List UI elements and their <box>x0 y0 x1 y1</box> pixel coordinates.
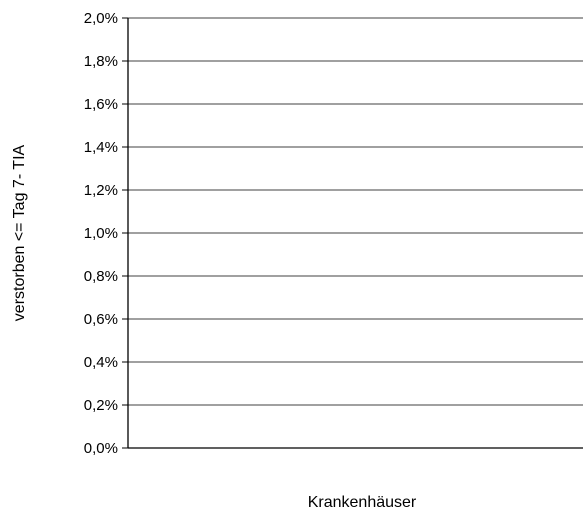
y-tick-label: 1,0% <box>84 225 118 242</box>
y-axis-title: verstorben <= Tag 7- TIA <box>11 144 28 321</box>
y-tick-label: 1,8% <box>84 53 118 70</box>
y-tick-label: 0,6% <box>84 311 118 328</box>
gridlines <box>128 17 583 406</box>
y-tick-label: 0,4% <box>84 354 118 371</box>
y-tick-label: 1,4% <box>84 139 118 156</box>
y-tick-label: 1,2% <box>84 182 118 199</box>
y-tick-label: 0,0% <box>84 440 118 457</box>
y-ticks: 0,0% 0,2% 0,4% 0,6% 0,8% 1,0% 1,2% 1,4% 1,6% 1,8%… <box>84 10 128 457</box>
y-tick-label: 0,2% <box>84 397 118 414</box>
y-tick-label: 0,8% <box>84 268 118 285</box>
y-tick-label: 1,6% <box>84 96 118 113</box>
y-tick-label: 2,0% <box>84 10 118 27</box>
x-axis-title: Krankenhäuser <box>308 494 417 511</box>
